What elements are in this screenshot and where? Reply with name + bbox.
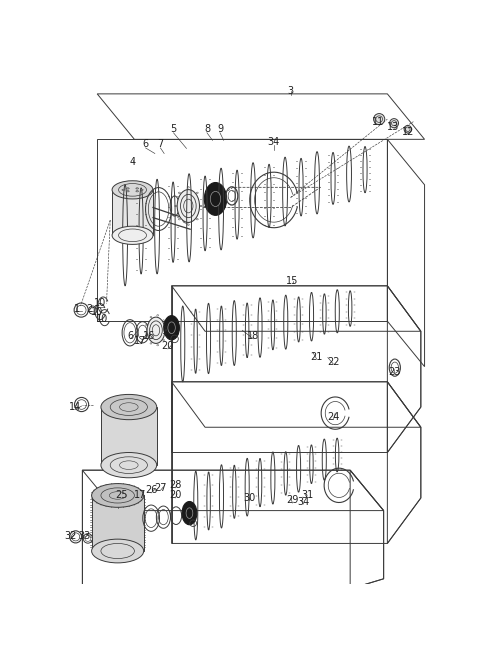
Ellipse shape: [136, 191, 139, 192]
Text: 10: 10: [91, 307, 103, 317]
Text: 12: 12: [402, 127, 414, 136]
Text: 14: 14: [69, 402, 81, 412]
Text: 10: 10: [96, 314, 108, 323]
Ellipse shape: [141, 189, 143, 190]
Text: 23: 23: [389, 367, 401, 377]
Ellipse shape: [127, 188, 129, 189]
Text: 15: 15: [286, 276, 299, 286]
Text: 34: 34: [268, 137, 280, 147]
Text: 20: 20: [169, 491, 181, 501]
Text: 34: 34: [298, 497, 310, 506]
Text: 32: 32: [64, 531, 77, 541]
Polygon shape: [112, 190, 153, 236]
Ellipse shape: [168, 322, 175, 333]
Text: 6: 6: [128, 331, 134, 341]
Polygon shape: [101, 407, 156, 465]
Text: 31: 31: [301, 491, 313, 501]
Text: 17: 17: [134, 337, 146, 346]
Text: 2: 2: [86, 304, 92, 314]
Ellipse shape: [373, 113, 385, 125]
Text: 24: 24: [327, 412, 340, 422]
Ellipse shape: [177, 190, 200, 222]
Text: 17: 17: [134, 491, 146, 501]
Ellipse shape: [92, 539, 144, 563]
Text: 10: 10: [94, 298, 106, 308]
Ellipse shape: [182, 501, 197, 525]
Ellipse shape: [112, 181, 153, 199]
Text: 5: 5: [170, 124, 177, 134]
Text: 19: 19: [162, 326, 174, 337]
Text: 22: 22: [327, 357, 340, 367]
Text: 28: 28: [169, 480, 181, 490]
Ellipse shape: [210, 192, 221, 207]
Ellipse shape: [147, 317, 165, 343]
Text: 26: 26: [145, 485, 157, 495]
Text: 4: 4: [130, 157, 136, 167]
Text: 13: 13: [387, 122, 399, 132]
Ellipse shape: [92, 483, 144, 507]
Text: 20: 20: [162, 341, 174, 352]
Ellipse shape: [127, 191, 129, 192]
Text: 16: 16: [143, 331, 156, 341]
Text: 27: 27: [154, 483, 167, 493]
Ellipse shape: [101, 453, 156, 478]
Text: 11: 11: [372, 117, 384, 127]
Ellipse shape: [122, 189, 124, 190]
Text: 7: 7: [157, 139, 164, 150]
Text: 25: 25: [115, 491, 128, 501]
Text: 30: 30: [243, 493, 256, 503]
Text: 6: 6: [143, 139, 149, 150]
Ellipse shape: [136, 188, 139, 189]
Polygon shape: [92, 495, 144, 551]
Ellipse shape: [186, 508, 193, 518]
Text: 29: 29: [286, 495, 299, 506]
Ellipse shape: [112, 226, 153, 245]
Text: 1: 1: [73, 304, 80, 314]
Ellipse shape: [404, 125, 411, 133]
Text: 3: 3: [288, 87, 294, 96]
Ellipse shape: [164, 316, 180, 340]
Ellipse shape: [101, 394, 156, 420]
Text: 18: 18: [247, 331, 260, 341]
Text: 21: 21: [311, 352, 323, 361]
Ellipse shape: [390, 119, 398, 128]
Text: 33: 33: [78, 531, 90, 541]
Text: 8: 8: [204, 124, 210, 134]
Ellipse shape: [204, 182, 227, 215]
Text: 9: 9: [217, 124, 223, 134]
